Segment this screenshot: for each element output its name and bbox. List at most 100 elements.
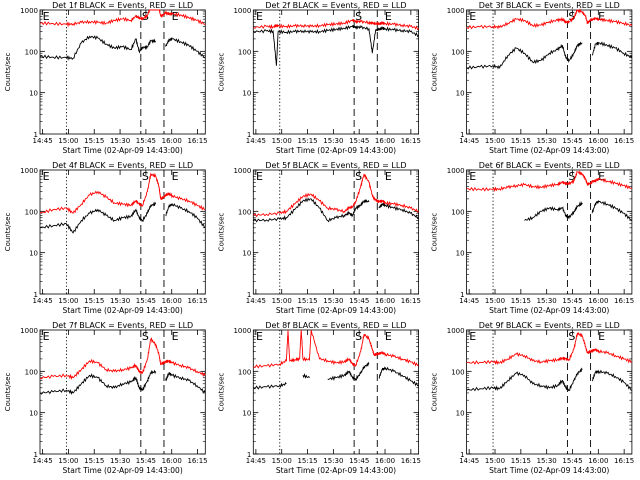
x-tick-label: 15:30: [323, 297, 343, 305]
x-tick-label: 16:00: [588, 457, 608, 465]
interval-marker-e: E: [172, 10, 179, 23]
interval-marker-s: S: [568, 10, 575, 23]
lld-series-line: [39, 9, 206, 28]
events-series-line: [466, 367, 632, 392]
y-tick-label: 1000: [233, 167, 251, 175]
plot-frame: [39, 9, 206, 135]
interval-marker-e: E: [256, 170, 263, 183]
panel-det-6: Det 6f BLACK = Events, RED = LLD 1 10 100 10…: [431, 161, 635, 315]
plot-frame: [252, 9, 420, 135]
events-series-line: [39, 369, 206, 396]
x-tick-label: 15:30: [110, 457, 130, 465]
y-tick-label: 1000: [20, 167, 38, 175]
panel-title: Det 4f BLACK = Events, RED = LLD: [52, 161, 193, 170]
y-tick-label: 1000: [447, 7, 465, 15]
events-series-line: [253, 24, 419, 66]
y-axis-label: Counts/sec: [217, 373, 225, 412]
panel-title: Det 1f BLACK = Events, RED = LLD: [52, 1, 193, 10]
lld-series-line: [253, 329, 419, 369]
plot-frame: [39, 169, 206, 295]
interval-marker-e: E: [385, 10, 392, 23]
y-tick-label: 10: [456, 410, 465, 418]
panel-title: Det 2f BLACK = Events, RED = LLD: [265, 1, 406, 10]
y-tick-label: 10: [29, 90, 38, 98]
interval-marker-s: S: [355, 330, 362, 343]
x-axis-label: Start Time (02-Apr-09 14:43:00): [63, 306, 183, 315]
x-tick-label: 14:45: [32, 297, 52, 305]
y-tick-label: 1000: [447, 167, 465, 175]
y-tick-label: 1000: [233, 7, 251, 15]
x-tick-label: 16:15: [401, 297, 421, 305]
x-tick-label: 15:45: [136, 457, 156, 465]
y-axis-label: Counts/sec: [431, 53, 439, 92]
y-tick-label: 1: [34, 291, 38, 299]
y-tick-label: 100: [451, 208, 464, 216]
x-tick-label: 16:00: [375, 297, 395, 305]
interval-marker-e: E: [256, 330, 263, 343]
y-tick-label: 1: [247, 291, 251, 299]
lld-series-line: [466, 8, 633, 30]
y-tick-label: 1000: [447, 327, 465, 335]
events-series-line: [253, 361, 419, 390]
x-tick-label: 15:30: [537, 457, 557, 465]
interval-marker-e: E: [172, 330, 179, 343]
y-axis-label: Counts/sec: [431, 213, 439, 252]
interval-marker-s: S: [568, 170, 575, 183]
interval-marker-e: E: [43, 170, 50, 183]
x-axis-label: Start Time (02-Apr-09 14:43:00): [276, 146, 396, 155]
x-tick-label: 15:15: [297, 297, 317, 305]
x-tick-label: 14:45: [32, 457, 52, 465]
panel-det-8: Det 8f BLACK = Events, RED = LLD 1 10 100 10…: [217, 321, 421, 475]
x-tick-label: 14:45: [459, 297, 479, 305]
x-tick-label: 15:00: [272, 457, 292, 465]
lld-series-line: [466, 169, 632, 193]
panel-title: Det 7f BLACK = Events, RED = LLD: [52, 321, 193, 330]
x-tick-label: 15:45: [562, 137, 582, 145]
panel-title: Det 9f BLACK = Events, RED = LLD: [479, 321, 620, 330]
interval-marker-e: E: [385, 330, 392, 343]
x-tick-label: 15:15: [84, 457, 104, 465]
y-tick-label: 100: [25, 48, 38, 56]
panel-det-7: Det 7f BLACK = Events, RED = LLD 1 10 100 10…: [4, 321, 208, 475]
y-tick-label: 1: [34, 451, 38, 459]
y-tick-label: 100: [238, 48, 251, 56]
y-tick-label: 1: [460, 291, 464, 299]
x-tick-label: 16:00: [162, 137, 182, 145]
interval-marker-e: E: [598, 170, 605, 183]
events-series-line: [39, 201, 206, 234]
x-tick-label: 14:45: [459, 137, 479, 145]
x-tick-label: 15:00: [485, 457, 505, 465]
x-tick-label: 15:45: [349, 297, 369, 305]
x-tick-label: 15:45: [349, 137, 369, 145]
x-tick-label: 15:15: [84, 137, 104, 145]
y-tick-label: 10: [29, 250, 38, 258]
x-axis-label: Start Time (02-Apr-09 14:43:00): [276, 306, 396, 315]
panel-det-9: Det 9f BLACK = Events, RED = LLD 1 10 100 10…: [431, 321, 635, 475]
y-axis-label: Counts/sec: [431, 373, 439, 412]
y-tick-label: 1: [34, 131, 38, 139]
x-axis-label: Start Time (02-Apr-09 14:43:00): [63, 146, 183, 155]
x-tick-label: 15:30: [537, 297, 557, 305]
x-tick-label: 15:00: [272, 297, 292, 305]
x-tick-label: 14:45: [459, 457, 479, 465]
panel-det-5: Det 5f BLACK = Events, RED = LLD 1 10 100 10…: [217, 161, 421, 315]
interval-marker-e: E: [469, 170, 476, 183]
x-tick-label: 15:30: [110, 137, 130, 145]
x-tick-label: 16:15: [614, 457, 634, 465]
y-axis-label: Counts/sec: [217, 53, 225, 92]
lld-series-line: [253, 173, 419, 218]
x-tick-label: 15:15: [511, 457, 531, 465]
y-tick-label: 100: [25, 368, 38, 376]
y-tick-label: 10: [242, 250, 251, 258]
y-axis-label: Counts/sec: [4, 213, 12, 252]
y-tick-label: 10: [29, 410, 38, 418]
interval-marker-e: E: [598, 10, 605, 23]
plot-frame: [466, 169, 633, 295]
plot-frame: [252, 329, 420, 455]
x-tick-label: 15:30: [537, 137, 557, 145]
y-axis-label: Counts/sec: [217, 213, 225, 252]
interval-marker-e: E: [598, 330, 605, 343]
x-tick-label: 15:30: [110, 297, 130, 305]
interval-marker-e: E: [256, 10, 263, 23]
events-series-line: [466, 41, 633, 70]
